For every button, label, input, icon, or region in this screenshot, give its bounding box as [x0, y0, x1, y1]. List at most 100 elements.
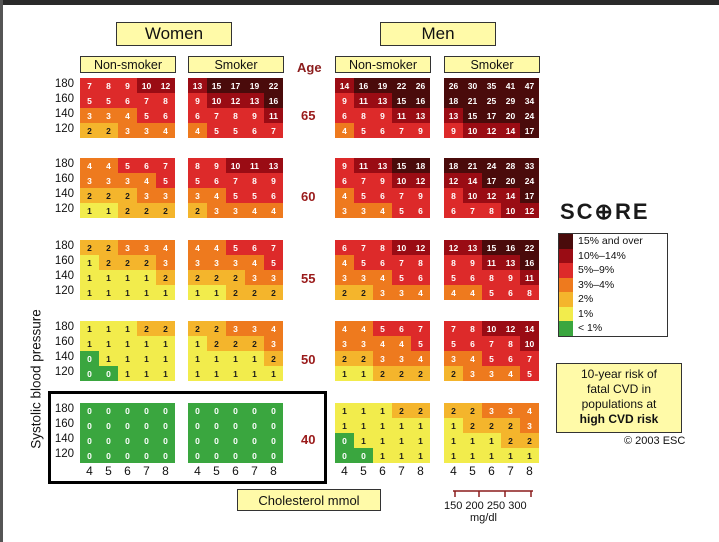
risk-cell: 2	[392, 366, 411, 381]
risk-cell: 0	[137, 403, 156, 418]
risk-cell: 0	[264, 448, 283, 463]
risk-cell: 0	[137, 418, 156, 433]
risk-cell: 5	[207, 123, 226, 138]
risk-cell: 1	[392, 448, 411, 463]
info-line-3: populations at	[581, 397, 657, 411]
risk-cell: 2	[226, 336, 245, 351]
risk-cell: 0	[226, 418, 245, 433]
risk-cell: 4	[354, 321, 373, 336]
info-line-1: 10-year risk of	[580, 367, 658, 381]
legend-swatch	[559, 263, 573, 278]
risk-cell: 1	[99, 203, 118, 218]
risk-cell: 5	[444, 270, 463, 285]
risk-cell: 1	[99, 285, 118, 300]
risk-cell: 17	[482, 108, 501, 123]
x-tick-label: 6	[488, 464, 495, 478]
risk-cell: 4	[463, 285, 482, 300]
risk-cell: 13	[444, 108, 463, 123]
risk-cell: 16	[354, 78, 373, 93]
risk-cell: 18	[444, 93, 463, 108]
risk-cell: 1	[188, 336, 207, 351]
risk-cell: 5	[520, 366, 539, 381]
risk-cell: 0	[207, 403, 226, 418]
legend-swatch	[559, 292, 573, 307]
risk-cell: 0	[354, 448, 373, 463]
risk-cell: 2	[156, 203, 175, 218]
risk-cell: 3	[118, 240, 137, 255]
risk-cell: 3	[264, 336, 283, 351]
risk-cell: 6	[373, 255, 392, 270]
y-axis-title-text: Systolic blood pressure	[28, 309, 44, 449]
risk-cell: 0	[137, 433, 156, 448]
risk-cell: 1	[99, 321, 118, 336]
risk-cell: 9	[118, 78, 137, 93]
risk-cell: 1	[392, 418, 411, 433]
risk-cell: 0	[335, 448, 354, 463]
risk-cell: 7	[137, 93, 156, 108]
x-tick-label: 4	[450, 464, 457, 478]
risk-cell: 0	[99, 366, 118, 381]
legend-item: < 1%	[559, 321, 667, 336]
risk-cell: 12	[520, 203, 539, 218]
risk-cell: 1	[137, 351, 156, 366]
info-line-4: high CVD risk	[579, 412, 659, 426]
risk-cell: 1	[444, 448, 463, 463]
risk-cell: 5	[188, 173, 207, 188]
risk-cell: 7	[463, 203, 482, 218]
risk-cell: 15	[482, 240, 501, 255]
risk-cell: 6	[392, 321, 411, 336]
risk-cell: 1	[463, 433, 482, 448]
risk-cell: 1	[207, 285, 226, 300]
risk-cell: 13	[245, 93, 264, 108]
risk-cell: 6	[463, 336, 482, 351]
risk-cell: 7	[520, 351, 539, 366]
x-tick-label: 8	[162, 464, 169, 478]
risk-cell: 6	[411, 203, 430, 218]
sbp-label: 120	[54, 448, 74, 460]
risk-cell: 11	[354, 93, 373, 108]
risk-cell: 4	[80, 158, 99, 173]
risk-cell: 10	[137, 78, 156, 93]
risk-cell: 1	[118, 321, 137, 336]
women-non-smoker-header: Non-smoker	[80, 56, 176, 73]
risk-cell: 4	[156, 240, 175, 255]
risk-cell: 3	[156, 188, 175, 203]
risk-cell: 0	[99, 403, 118, 418]
risk-cell: 1	[156, 336, 175, 351]
risk-cell: 2	[335, 351, 354, 366]
risk-cell: 6	[156, 108, 175, 123]
risk-cell: 8	[444, 188, 463, 203]
risk-cell: 3	[373, 285, 392, 300]
age-label: 40	[301, 432, 316, 447]
risk-cell: 2	[207, 270, 226, 285]
risk-cell: 2	[80, 123, 99, 138]
window-left-border	[0, 0, 3, 542]
risk-cell: 4	[335, 255, 354, 270]
legend-label: 5%–9%	[578, 264, 615, 277]
risk-cell: 1	[137, 366, 156, 381]
men-title: Men	[380, 22, 496, 46]
legend-swatch	[559, 277, 573, 292]
risk-cell: 7	[264, 240, 283, 255]
risk-cell: 3	[245, 321, 264, 336]
risk-cell: 6	[264, 188, 283, 203]
risk-cell: 4	[392, 336, 411, 351]
risk-cell: 0	[156, 448, 175, 463]
risk-cell: 3	[156, 255, 175, 270]
risk-cell: 2	[444, 366, 463, 381]
risk-grid: 6 7 8 10 12 4 5 6 7 8 3 3 4 5 6 2 2 3 3 4	[335, 240, 430, 300]
legend-swatch	[559, 321, 573, 336]
risk-cell: 0	[226, 448, 245, 463]
risk-cell: 6	[501, 285, 520, 300]
risk-cell: 0	[264, 433, 283, 448]
x-tick-label: 4	[86, 464, 93, 478]
risk-cell: 10	[501, 203, 520, 218]
risk-cell: 9	[501, 270, 520, 285]
risk-cell: 6	[188, 108, 207, 123]
risk-cell: 3	[354, 270, 373, 285]
risk-cell: 34	[520, 93, 539, 108]
risk-cell: 5	[354, 123, 373, 138]
x-tick-label: 8	[270, 464, 277, 478]
